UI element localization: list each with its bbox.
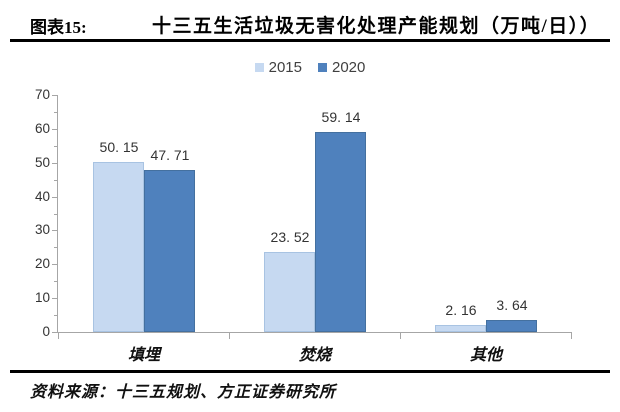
bar-2015-焚烧 — [264, 252, 315, 332]
legend: 2015 2020 — [0, 57, 620, 77]
bar-2020-填埋 — [144, 170, 195, 332]
x-axis-tick — [571, 332, 572, 339]
y-axis-tick — [52, 230, 57, 231]
y-axis-label: 30 — [34, 222, 50, 237]
value-label-2020-焚烧: 59. 14 — [321, 109, 361, 125]
value-label-2015-焚烧: 23. 52 — [270, 229, 310, 245]
legend-swatch-2020 — [318, 62, 327, 72]
chart-title: 十三五生活垃圾无害化处理产能规划（万吨/日）） — [152, 16, 601, 37]
bar-2015-填埋 — [93, 162, 144, 332]
value-label-2020-其他: 3. 64 — [496, 297, 528, 313]
y-axis-label: 0 — [42, 324, 50, 339]
y-axis-label: 70 — [34, 87, 50, 102]
bar-2020-焚烧 — [315, 132, 366, 332]
y-axis-minor-tick — [54, 315, 57, 316]
y-axis-label: 40 — [34, 189, 50, 204]
y-axis-label: 50 — [34, 155, 50, 170]
bottom-rule — [10, 370, 610, 373]
y-axis-tick — [52, 197, 57, 198]
y-axis-minor-tick — [54, 214, 57, 215]
bar-2015-其他 — [435, 325, 486, 332]
y-axis-tick — [52, 95, 57, 96]
y-axis-minor-tick — [54, 180, 57, 181]
value-label-2020-填埋: 47. 71 — [150, 147, 190, 163]
legend-item-2015: 2015 — [254, 58, 302, 76]
y-axis-minor-tick — [54, 146, 57, 147]
y-axis-minor-tick — [54, 281, 57, 282]
value-label-2015-填埋: 50. 15 — [99, 139, 139, 155]
legend-item-2020: 2020 — [318, 59, 365, 76]
y-axis-label: 20 — [34, 256, 50, 271]
figure-label: 图表15: — [30, 18, 87, 37]
value-label-2015-其他: 2. 16 — [445, 302, 477, 318]
top-rule — [10, 39, 610, 42]
y-axis-tick — [52, 264, 57, 265]
y-axis-label: 10 — [34, 290, 50, 305]
x-category-label: 焚烧 — [298, 347, 331, 364]
legend-swatch-2015 — [254, 62, 264, 72]
y-axis-tick — [52, 332, 57, 333]
y-axis-tick — [52, 129, 57, 130]
x-axis-tick — [400, 332, 401, 339]
y-axis-tick — [52, 163, 57, 164]
y-axis-minor-tick — [54, 112, 57, 113]
y-axis-label: 60 — [34, 121, 50, 136]
bar-2020-其他 — [486, 320, 537, 332]
x-category-label: 填埋 — [127, 347, 160, 364]
legend-label-2015: 2015 — [268, 58, 302, 76]
x-axis-tick — [58, 332, 59, 339]
x-axis-tick — [229, 332, 230, 339]
x-axis-line — [57, 332, 572, 333]
y-axis-minor-tick — [54, 247, 57, 248]
legend-label-2020: 2020 — [332, 58, 366, 76]
x-category-label: 其他 — [469, 347, 502, 364]
y-axis-tick — [52, 298, 57, 299]
y-axis-line — [57, 95, 58, 332]
source-note: 资料来源：十三五规划、方正证券研究所 — [30, 384, 337, 401]
